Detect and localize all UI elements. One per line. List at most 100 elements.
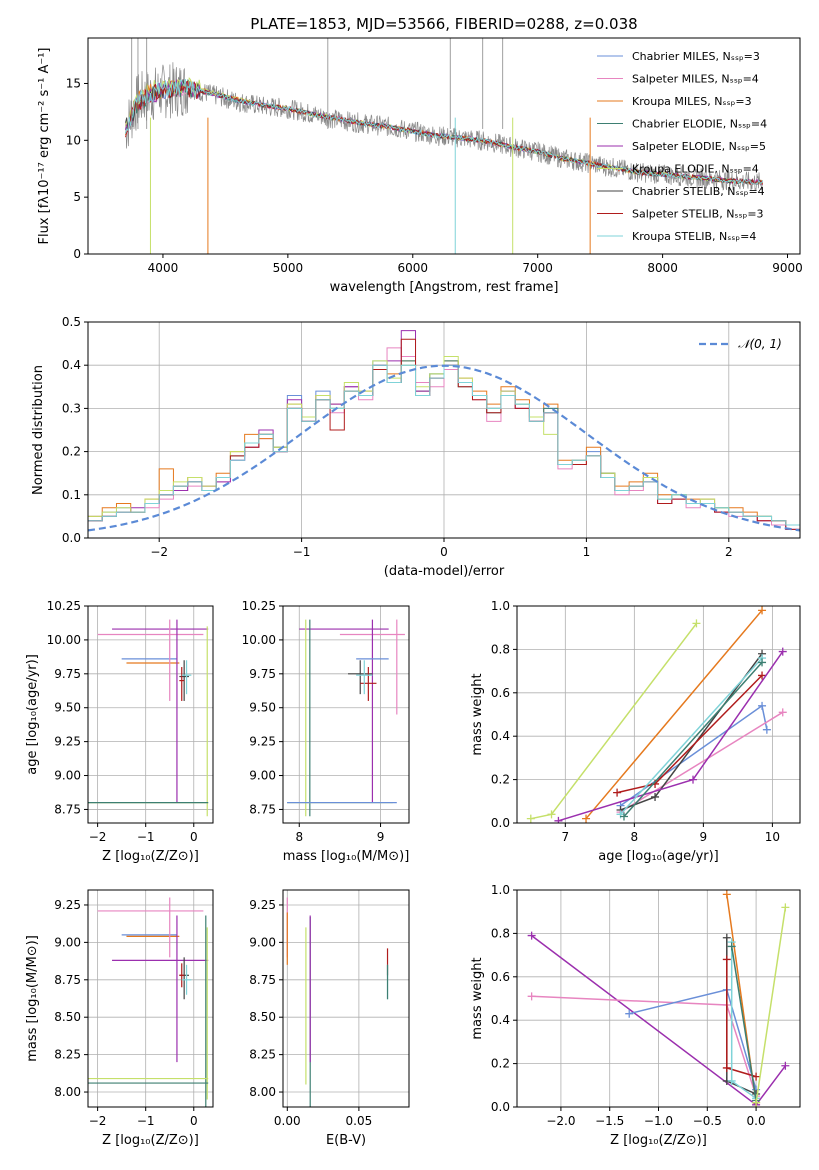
- y-tick-label: 8.25: [54, 1048, 81, 1062]
- weight-marker: [727, 1076, 736, 1085]
- axes-frame: [87, 889, 214, 1108]
- x-tick-label: 0.05: [346, 1114, 373, 1128]
- plot-area: [125, 38, 763, 254]
- y-tick-label: 10: [66, 133, 81, 147]
- y-tick-label: 9.00: [249, 935, 276, 949]
- y-tick-label: 5: [73, 190, 81, 204]
- errorbar: [356, 660, 373, 695]
- errorbar: [179, 963, 185, 988]
- x-tick-label: 0.00: [274, 1114, 301, 1128]
- y-tick-label: 0.3: [62, 401, 81, 415]
- weight-line: [755, 907, 787, 1103]
- x-tick-label: −1: [293, 545, 311, 559]
- x-tick-label: 6000: [397, 261, 428, 275]
- y-tick-label: 8.00: [249, 1085, 276, 1099]
- x-axis-label: mass [log₁₀(M/M⊙)]: [283, 849, 410, 864]
- plot-area: [88, 897, 209, 1107]
- y-tick-label: 8.75: [54, 802, 81, 816]
- y-tick-label: 0.8: [491, 642, 510, 656]
- legend-label: Kroupa MILES, Nₛₛₚ=3: [632, 95, 752, 108]
- axes-frame: [87, 605, 214, 824]
- weight-marker: [752, 1098, 761, 1107]
- y-tick-label: 10.25: [47, 599, 81, 613]
- weight-marker: [722, 955, 731, 964]
- y-tick-label: 8.75: [249, 973, 276, 987]
- y-axis-label: Flux [fλ10⁻¹⁷ erg cm⁻² s⁻¹ A⁻¹]: [37, 48, 52, 245]
- plot-area: [527, 890, 790, 1107]
- y-tick-label: 9.25: [54, 898, 81, 912]
- axes-frame: [282, 889, 410, 1108]
- y-tick-label: 9.25: [249, 898, 276, 912]
- weight-marker: [722, 933, 731, 942]
- weight-marker: [778, 708, 787, 717]
- plot-area: [287, 619, 405, 817]
- legend-label: Chabrier STELIB, Nₛₛₚ=4: [632, 185, 765, 198]
- y-axis-label: mass weight: [470, 673, 485, 755]
- legend-label: Salpeter ELODIE, Nₛₛₚ=5: [632, 140, 766, 153]
- y-tick-label: 9.25: [249, 735, 276, 749]
- weight-marker: [692, 619, 701, 628]
- y-tick-label: 8.50: [54, 1010, 81, 1024]
- y-tick-label: 10.00: [47, 633, 81, 647]
- x-tick-label: 1: [583, 545, 591, 559]
- panel-massweight-vs-Z: −2.0 −1.5 −1.0 −0.5 0.0 0.0 0.2 0.4 0.6 0.8 1.0 Z […: [470, 883, 801, 1148]
- errorbar: [179, 667, 185, 701]
- gaussian-curve: [88, 364, 800, 532]
- weight-marker: [689, 775, 698, 784]
- weight-marker: [547, 810, 556, 819]
- weight-marker: [722, 1063, 731, 1072]
- x-tick-label: 7000: [522, 261, 553, 275]
- weight-line: [730, 946, 757, 1101]
- weight-marker: [722, 890, 731, 899]
- axes-frame: [282, 605, 410, 824]
- weight-line: [620, 711, 784, 813]
- weight-marker: [527, 992, 536, 1001]
- errorbar: [181, 964, 192, 995]
- x-tick-label: −1.5: [595, 1114, 624, 1128]
- weight-marker: [758, 658, 767, 667]
- x-tick-label: 9: [700, 830, 708, 844]
- plot-area: [526, 606, 787, 823]
- weight-line: [585, 609, 763, 820]
- legend-label: Chabrier ELODIE, Nₛₛₚ=4: [632, 118, 767, 131]
- y-tick-label: 1.0: [491, 883, 510, 897]
- legend-label: Chabrier MILES, Nₛₛₚ=3: [632, 50, 760, 63]
- weight-marker: [527, 931, 536, 940]
- panel-age-vs-mass: 8 9 8.75 9.00 9.25 9.50 9.75 10.00 10.25 mass [lo…: [242, 599, 410, 864]
- plot-area: [88, 330, 800, 538]
- y-tick-label: 0.5: [62, 315, 81, 329]
- panel-mass-vs-EBV: 0.00 0.05 8.00 8.25 8.50 8.75 9.00 9.25 E(B-V): [249, 889, 410, 1148]
- legend: 𝒩(0, 1): [699, 337, 782, 351]
- x-tick-label: −2: [89, 830, 107, 844]
- weight-marker: [781, 1061, 790, 1070]
- y-tick-label: 0.2: [491, 773, 510, 787]
- x-axis-label: age [log₁₀(age/yr)]: [598, 849, 719, 864]
- axes-frame: [87, 37, 801, 255]
- y-tick-label: 8.75: [54, 973, 81, 987]
- weight-line: [619, 657, 763, 815]
- x-tick-label: 7: [561, 830, 569, 844]
- panel-mass-vs-Z: −2 −1 0 8.00 8.25 8.50 8.75 9.00 9.25 Z [log₁₀(Z/…: [25, 889, 214, 1148]
- errorbar: [179, 957, 189, 1000]
- axes-frame: [516, 605, 801, 824]
- y-tick-label: 0.0: [491, 1100, 510, 1114]
- y-tick-label: 0.2: [491, 1057, 510, 1071]
- x-tick-label: 8000: [647, 261, 678, 275]
- y-tick-label: 0.0: [62, 531, 81, 545]
- model-line: [125, 79, 763, 185]
- legend-label: Salpeter MILES, Nₛₛₚ=4: [632, 73, 759, 86]
- y-tick-label: 8.00: [54, 1085, 81, 1099]
- x-tick-label: 8: [295, 830, 303, 844]
- y-axis-label: mass weight: [470, 957, 485, 1039]
- x-tick-label: 0: [190, 830, 198, 844]
- y-axis-label: mass [log₁₀(M/M⊙)]: [25, 935, 40, 1062]
- y-tick-label: 1.0: [491, 599, 510, 613]
- legend: Chabrier MILES, Nₛₛₚ=3 Salpeter MILES, Nₛ…: [597, 50, 767, 243]
- x-tick-label: −1: [137, 1114, 155, 1128]
- x-axis-label: Z [log₁₀(Z/Z⊙)]: [102, 1133, 199, 1148]
- weight-marker: [554, 816, 563, 823]
- x-tick-label: −2: [150, 545, 168, 559]
- x-axis-label: E(B-V): [326, 1133, 366, 1148]
- x-tick-label: 0: [440, 545, 448, 559]
